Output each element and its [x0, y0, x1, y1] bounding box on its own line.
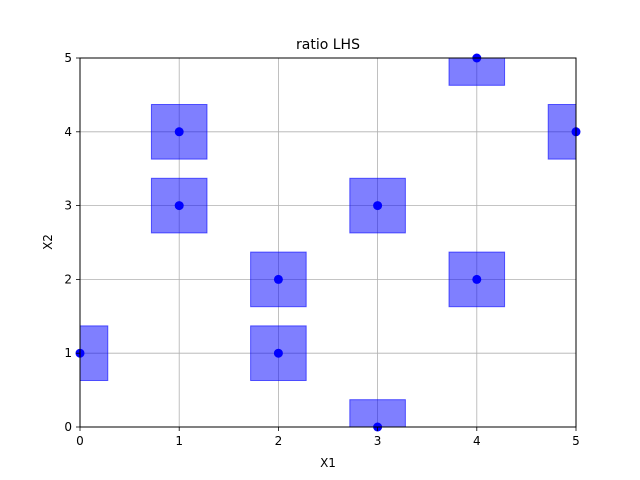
x-tick-label: 5 — [572, 434, 580, 448]
sample-box — [448, 58, 506, 86]
y-axis-label: X2 — [41, 234, 55, 250]
sample-point — [273, 348, 283, 358]
y-axis-ticks: 0 1 2 3 4 5 — [64, 51, 80, 434]
sample-box — [80, 325, 109, 382]
x-tick-label: 3 — [374, 434, 382, 448]
plot-frame — [79, 57, 577, 428]
y-tick-label: 5 — [64, 51, 72, 65]
sample-box — [349, 399, 406, 427]
x-tick-label: 4 — [473, 434, 481, 448]
grid — [79, 57, 577, 428]
y-tick-label: 0 — [64, 420, 72, 434]
y-tick-label: 2 — [64, 272, 72, 286]
x-tick-label: 0 — [76, 434, 84, 448]
y-tick-label: 3 — [64, 199, 72, 213]
x-axis-ticks: 0 1 2 3 4 5 — [76, 427, 580, 448]
x-tick-label: 1 — [175, 434, 183, 448]
sample-point — [472, 274, 482, 284]
sample-point — [174, 201, 184, 211]
sample-point — [174, 127, 184, 137]
chart-title: ratio LHS — [296, 37, 360, 53]
sample-box — [547, 103, 576, 160]
sample-point — [373, 201, 383, 211]
sample-point — [273, 274, 283, 284]
x-axis-label: X1 — [320, 456, 336, 470]
x-tick-label: 2 — [275, 434, 283, 448]
y-tick-label: 4 — [64, 125, 72, 139]
y-tick-label: 1 — [64, 346, 72, 360]
